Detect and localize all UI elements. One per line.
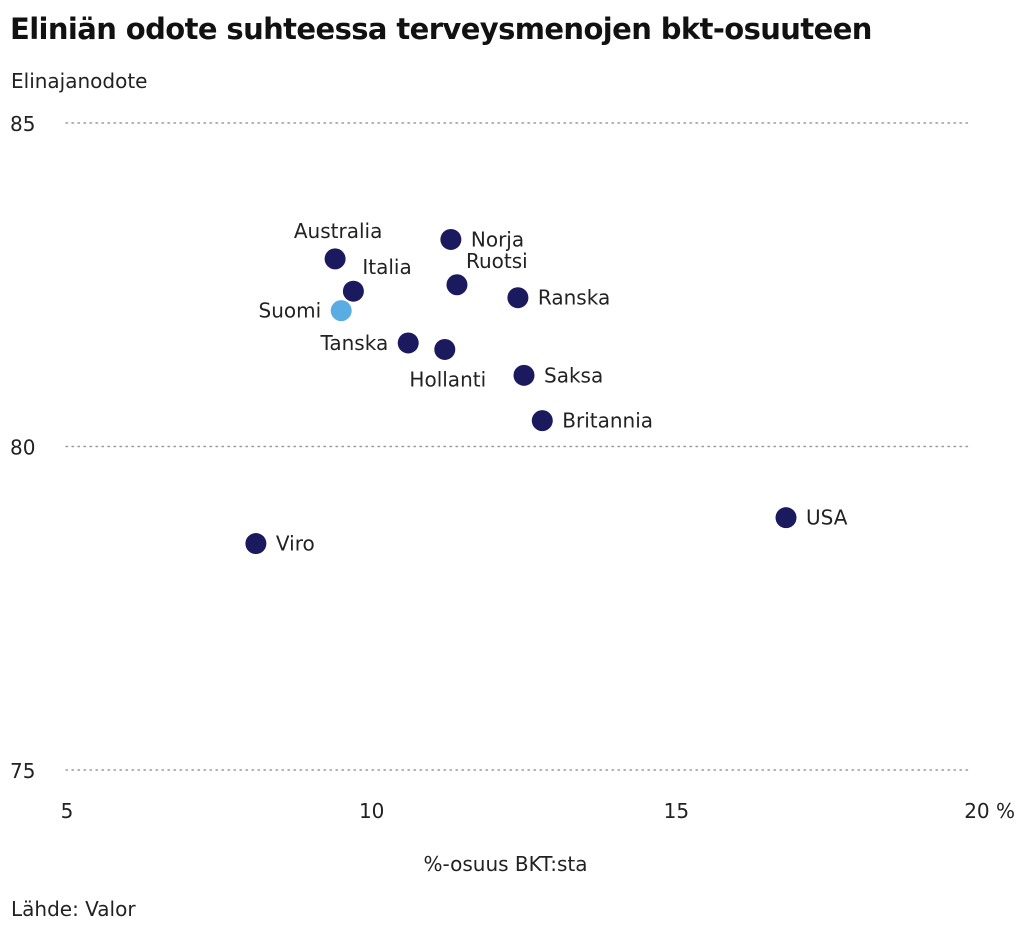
y-tick-label: 85 xyxy=(10,112,35,136)
point-label-australia: Australia xyxy=(294,219,382,243)
x-tick-label: 10 xyxy=(359,799,384,823)
point-hollanti xyxy=(434,338,456,360)
point-label-saksa: Saksa xyxy=(544,363,603,387)
point-tanska xyxy=(397,332,419,354)
point-usa xyxy=(775,507,797,529)
point-viro xyxy=(245,533,267,555)
x-tick-label: 15 xyxy=(664,799,689,823)
x-tick-label: 5 xyxy=(61,799,74,823)
point-label-norja: Norja xyxy=(471,227,524,251)
x-axis-label: %-osuus BKT:sta xyxy=(423,852,588,876)
grid-lines xyxy=(65,122,971,771)
y-tick-label: 80 xyxy=(10,436,35,460)
point-label-usa: USA xyxy=(806,506,848,530)
point-britannia xyxy=(531,410,553,432)
point-italia xyxy=(342,280,364,302)
point-australia xyxy=(324,248,346,270)
point-label-italia: Italia xyxy=(362,255,411,279)
point-label-viro: Viro xyxy=(276,532,315,556)
point-saksa xyxy=(513,364,535,386)
point-norja xyxy=(440,228,462,250)
point-label-britannia: Britannia xyxy=(562,409,653,433)
x-tick-labels: 5 10 15 20 % xyxy=(61,799,1015,823)
y-tick-label: 75 xyxy=(10,759,35,783)
point-label-hollanti: Hollanti xyxy=(409,367,486,391)
point-labels: Australia Norja Italia Ruotsi Ranska Suomi Tan… xyxy=(259,219,848,556)
x-tick-label: 20 % xyxy=(964,799,1015,823)
point-label-tanska: Tanska xyxy=(319,331,388,355)
point-label-suomi: Suomi xyxy=(259,299,322,323)
y-axis-label: Elinajanodote xyxy=(11,69,148,93)
source-note: Lähde: Valor xyxy=(11,897,136,921)
point-ruotsi xyxy=(446,274,468,296)
point-label-ranska: Ranska xyxy=(538,286,610,310)
chart-title: Eliniän odote suhteessa terveysmenojen b… xyxy=(10,12,872,46)
point-label-ruotsi: Ruotsi xyxy=(466,249,528,273)
point-suomi xyxy=(330,300,352,322)
data-points xyxy=(245,228,797,555)
y-tick-labels: 75 80 85 xyxy=(10,112,35,783)
point-ranska xyxy=(507,287,529,309)
